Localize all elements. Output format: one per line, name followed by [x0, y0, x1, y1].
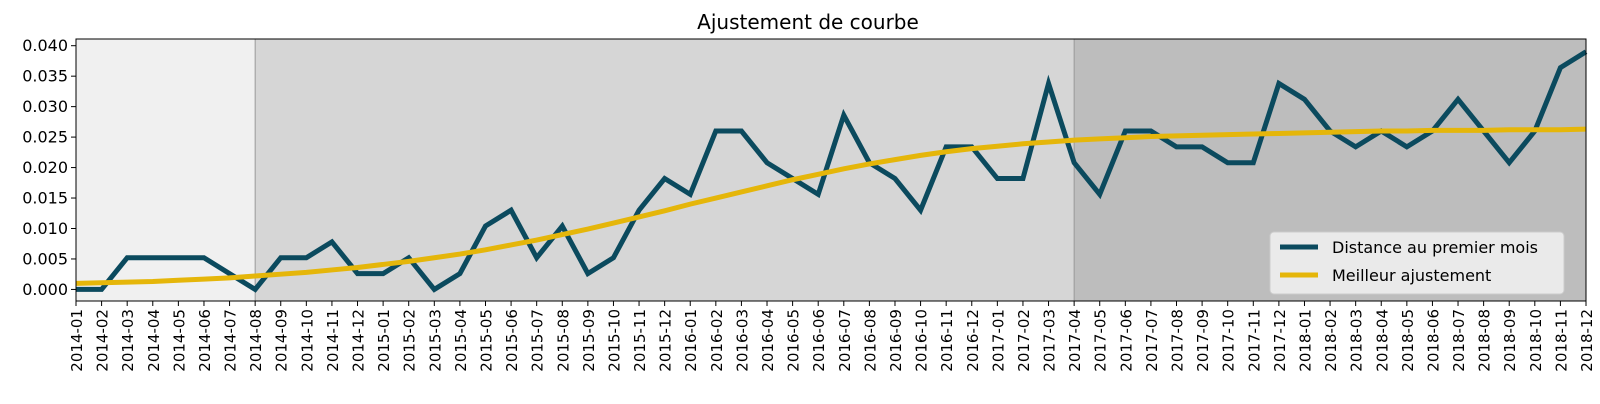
x-tick-label-44: 2017-09: [1194, 309, 1212, 372]
y-tick-label-7: 0.035: [22, 67, 68, 86]
y-tick-label-6: 0.030: [22, 97, 68, 116]
x-tick-label-58: 2018-11: [1552, 309, 1570, 372]
x-tick-label-30: 2016-07: [836, 309, 854, 372]
x-tick-label-38: 2017-03: [1041, 309, 1059, 372]
x-tick-label-48: 2018-01: [1296, 309, 1314, 372]
y-tick-label-3: 0.015: [22, 189, 68, 208]
x-tick-label-54: 2018-07: [1450, 309, 1468, 372]
x-tick-label-53: 2018-06: [1424, 309, 1442, 372]
x-tick-label-43: 2017-08: [1169, 309, 1187, 372]
chart-title: Ajustement de courbe: [697, 10, 919, 34]
x-tick-label-29: 2016-06: [810, 309, 828, 372]
y-tick-label-5: 0.025: [22, 128, 68, 147]
x-tick-label-5: 2014-06: [196, 309, 214, 372]
x-tick-label-16: 2015-05: [477, 309, 495, 372]
x-tick-label-19: 2015-08: [554, 309, 572, 372]
x-tick-label-4: 2014-05: [170, 309, 188, 372]
x-tick-label-27: 2016-04: [759, 309, 777, 372]
x-tick-label-42: 2017-07: [1143, 309, 1161, 372]
x-tick-label-13: 2015-02: [401, 309, 419, 372]
x-tick-label-33: 2016-10: [913, 309, 931, 372]
x-tick-label-3: 2014-04: [145, 309, 163, 372]
x-tick-label-22: 2015-11: [631, 309, 649, 372]
y-tick-label-0: 0.000: [22, 280, 68, 299]
x-tick-label-9: 2014-10: [298, 309, 316, 372]
x-tick-label-39: 2017-04: [1066, 309, 1084, 372]
x-tick-label-50: 2018-03: [1348, 309, 1366, 372]
x-tick-label-52: 2018-05: [1399, 309, 1417, 372]
x-tick-label-14: 2015-03: [426, 309, 444, 372]
x-tick-label-37: 2017-02: [1015, 309, 1033, 372]
x-tick-label-56: 2018-09: [1501, 309, 1519, 372]
x-tick-label-20: 2015-09: [580, 309, 598, 372]
x-tick-label-59: 2018-12: [1578, 309, 1596, 372]
x-tick-label-57: 2018-10: [1527, 309, 1545, 372]
x-tick-label-17: 2015-06: [503, 309, 521, 372]
x-axis: 2014-01 2014-02 2014-03 2014-04 2014-05 2014-…: [68, 301, 1596, 372]
x-tick-label-32: 2016-09: [887, 309, 905, 372]
x-tick-label-0: 2014-01: [68, 309, 86, 372]
x-tick-label-24: 2016-01: [682, 309, 700, 372]
legend-label-series-0: Distance au premier mois: [1332, 238, 1538, 257]
x-tick-label-34: 2016-11: [938, 309, 956, 372]
x-tick-label-11: 2014-12: [350, 309, 368, 372]
x-tick-label-23: 2015-12: [657, 309, 675, 372]
band-0: [76, 39, 255, 301]
x-tick-label-41: 2017-06: [1117, 309, 1135, 372]
x-tick-label-25: 2016-02: [708, 309, 726, 372]
band-1: [255, 39, 1074, 301]
x-tick-label-15: 2015-04: [452, 309, 470, 372]
y-tick-label-2: 0.010: [22, 219, 68, 238]
x-tick-label-49: 2018-02: [1322, 309, 1340, 372]
x-tick-label-6: 2014-07: [222, 309, 240, 372]
x-tick-label-36: 2017-01: [989, 309, 1007, 372]
x-tick-label-26: 2016-03: [733, 309, 751, 372]
x-tick-label-10: 2014-11: [324, 309, 342, 372]
x-tick-label-28: 2016-05: [785, 309, 803, 372]
y-tick-label-4: 0.020: [22, 158, 68, 177]
x-tick-label-31: 2016-08: [861, 309, 879, 372]
x-tick-label-1: 2014-02: [94, 309, 112, 372]
x-tick-label-35: 2016-12: [964, 309, 982, 372]
y-tick-label-8: 0.040: [22, 36, 68, 55]
x-tick-label-12: 2015-01: [375, 309, 393, 372]
legend-label-series-1: Meilleur ajustement: [1332, 266, 1491, 285]
x-tick-label-46: 2017-11: [1245, 309, 1263, 372]
y-tick-label-1: 0.005: [22, 249, 68, 268]
x-tick-label-8: 2014-09: [273, 309, 291, 372]
x-tick-label-2: 2014-03: [119, 309, 137, 372]
x-tick-label-18: 2015-07: [529, 309, 547, 372]
legend: Distance au premier mois Meilleur ajuste…: [1270, 232, 1564, 294]
x-tick-label-47: 2017-12: [1271, 309, 1289, 372]
x-tick-label-7: 2014-08: [247, 309, 265, 372]
x-tick-label-40: 2017-05: [1092, 309, 1110, 372]
x-tick-label-45: 2017-10: [1220, 309, 1238, 372]
x-tick-label-21: 2015-10: [605, 309, 623, 372]
x-tick-label-51: 2018-04: [1373, 309, 1391, 372]
y-axis: 0.000 0.005 0.010 0.015 0.020 0.025 0.030 0.035…: [22, 36, 76, 299]
x-tick-label-55: 2018-08: [1476, 309, 1494, 372]
